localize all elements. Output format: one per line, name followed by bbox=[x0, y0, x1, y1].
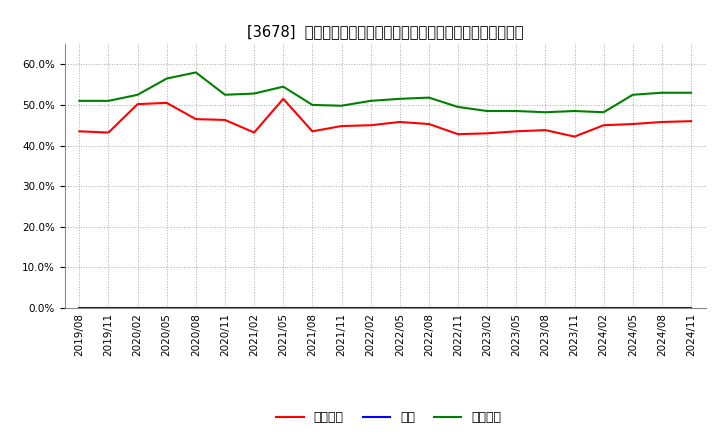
売上債権 bbox=[657, 119, 666, 125]
買入債務 bbox=[687, 90, 696, 95]
売上債権 bbox=[599, 123, 608, 128]
在庫 bbox=[454, 305, 462, 311]
在庫 bbox=[629, 305, 637, 311]
在庫 bbox=[163, 305, 171, 311]
買入債務 bbox=[279, 84, 287, 89]
売上債権 bbox=[133, 102, 142, 107]
Line: 売上債権: 売上債権 bbox=[79, 99, 691, 136]
在庫 bbox=[512, 305, 521, 311]
買入債務 bbox=[75, 98, 84, 103]
在庫 bbox=[425, 305, 433, 311]
売上債権 bbox=[366, 123, 375, 128]
買入債務 bbox=[366, 98, 375, 103]
買入債務 bbox=[599, 110, 608, 115]
在庫 bbox=[337, 305, 346, 311]
Title: [3678]  売上債権、在庫、買入債務の総資産に対する比率の推移: [3678] 売上債権、在庫、買入債務の総資産に対する比率の推移 bbox=[247, 24, 523, 39]
在庫 bbox=[483, 305, 492, 311]
在庫 bbox=[366, 305, 375, 311]
買入債務 bbox=[541, 110, 550, 115]
Legend: 売上債権, 在庫, 買入債務: 売上債権, 在庫, 買入債務 bbox=[271, 407, 506, 429]
買入債務 bbox=[454, 104, 462, 110]
買入債務 bbox=[308, 102, 317, 107]
在庫 bbox=[220, 305, 229, 311]
売上債権 bbox=[163, 100, 171, 106]
買入債務 bbox=[163, 76, 171, 81]
買入債務 bbox=[629, 92, 637, 97]
在庫 bbox=[279, 305, 287, 311]
買入債務 bbox=[250, 91, 258, 96]
売上債権 bbox=[250, 130, 258, 135]
在庫 bbox=[250, 305, 258, 311]
在庫 bbox=[308, 305, 317, 311]
買入債務 bbox=[104, 98, 113, 103]
在庫 bbox=[75, 305, 84, 311]
買入債務 bbox=[337, 103, 346, 108]
買入債務 bbox=[483, 108, 492, 114]
在庫 bbox=[570, 305, 579, 311]
売上債権 bbox=[395, 119, 404, 125]
在庫 bbox=[192, 305, 200, 311]
在庫 bbox=[133, 305, 142, 311]
買入債務 bbox=[512, 108, 521, 114]
在庫 bbox=[104, 305, 113, 311]
在庫 bbox=[541, 305, 550, 311]
Line: 買入債務: 買入債務 bbox=[79, 73, 691, 112]
在庫 bbox=[687, 305, 696, 311]
売上債権 bbox=[483, 131, 492, 136]
買入債務 bbox=[395, 96, 404, 102]
買入債務 bbox=[133, 92, 142, 97]
売上債権 bbox=[308, 128, 317, 134]
在庫 bbox=[395, 305, 404, 311]
売上債権 bbox=[220, 117, 229, 123]
売上債権 bbox=[337, 123, 346, 128]
売上債権 bbox=[629, 121, 637, 127]
売上債権 bbox=[512, 128, 521, 134]
売上債権 bbox=[75, 128, 84, 134]
在庫 bbox=[657, 305, 666, 311]
買入債務 bbox=[425, 95, 433, 100]
売上債権 bbox=[279, 96, 287, 102]
売上債権 bbox=[454, 132, 462, 137]
売上債権 bbox=[570, 134, 579, 139]
売上債権 bbox=[425, 121, 433, 127]
売上債権 bbox=[541, 128, 550, 133]
売上債権 bbox=[104, 130, 113, 135]
買入債務 bbox=[220, 92, 229, 97]
売上債権 bbox=[687, 118, 696, 124]
買入債務 bbox=[570, 108, 579, 114]
買入債務 bbox=[192, 70, 200, 75]
売上債権 bbox=[192, 117, 200, 122]
買入債務 bbox=[657, 90, 666, 95]
在庫 bbox=[599, 305, 608, 311]
